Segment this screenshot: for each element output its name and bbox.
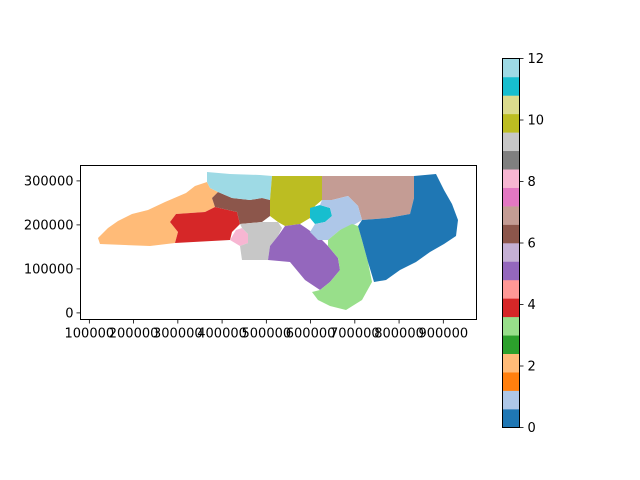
colorbar-swatch: [502, 76, 520, 96]
map-axes-frame: [80, 165, 477, 320]
district-map: [98, 172, 458, 310]
district-region-16: [270, 176, 322, 226]
district-region-6: [170, 207, 240, 243]
district-region-8: [268, 224, 340, 290]
district-region-5: [312, 224, 372, 310]
x-tick-label: 500000: [242, 327, 292, 342]
district-region-18: [310, 205, 332, 224]
district-region-1: [310, 196, 362, 240]
colorbar-tick-label: 10: [528, 114, 545, 129]
colorbar-tick-label: 0: [528, 421, 536, 436]
colorbar-swatch: [502, 224, 520, 244]
x-tick-label: 400000: [197, 327, 247, 342]
colorbar-swatch: [502, 243, 520, 262]
district-region-11: [322, 176, 414, 220]
colorbar-swatch: [502, 390, 520, 410]
y-tick-label: 300000: [24, 174, 74, 189]
district-region-10: [212, 192, 270, 224]
y-tick-label: 200000: [24, 218, 74, 233]
x-tick-label: 600000: [286, 327, 336, 342]
colorbar-swatch: [502, 187, 520, 207]
colorbar-swatch: [502, 132, 520, 152]
colorbar-swatch: [502, 95, 520, 115]
colorbar-tick-label: 8: [528, 175, 536, 190]
colorbar-tick-label: 12: [528, 52, 545, 67]
x-tick-label: 200000: [109, 327, 159, 342]
x-tick-label: 800000: [374, 327, 424, 342]
colorbar-swatch: [502, 298, 520, 318]
colorbar-tick-label: 6: [528, 237, 536, 252]
district-region-13: [230, 228, 248, 246]
x-tick-label: 300000: [153, 327, 203, 342]
colorbar-swatch: [502, 169, 520, 188]
colorbar: 0 2 4 6 8 10 12: [502, 52, 545, 436]
district-region-15: [240, 222, 282, 260]
colorbar-swatch: [502, 372, 520, 391]
colorbar-tick-label: 4: [528, 298, 536, 313]
x-axis: 1000002000003000004000005000006000007000…: [65, 319, 468, 342]
colorbar-swatch: [502, 409, 520, 428]
colorbar-tick-label: 2: [528, 360, 536, 375]
colorbar-swatch: [502, 316, 520, 336]
colorbar-swatch: [502, 113, 520, 133]
district-region-0: [358, 174, 458, 282]
colorbar-ticks: 0 2 4 6 8 10 12: [519, 52, 545, 436]
y-tick-label: 100000: [24, 262, 74, 277]
colorbar-swatch: [502, 279, 520, 299]
y-tick-label: 0: [65, 306, 73, 321]
colorbar-swatch: [502, 335, 520, 354]
district-region-19: [207, 172, 272, 200]
colorbar-swatch: [502, 58, 520, 78]
colorbar-swatch: [502, 150, 520, 170]
colorbar-swatch: [502, 206, 520, 225]
district-region-3: [98, 182, 218, 246]
y-axis: 0 100000 200000 300000: [24, 174, 81, 321]
colorbar-swatch: [502, 353, 520, 373]
x-tick-label: 700000: [330, 327, 380, 342]
x-tick-label: 100000: [65, 327, 115, 342]
x-tick-label: 900000: [418, 327, 468, 342]
colorbar-swatch: [502, 261, 520, 281]
